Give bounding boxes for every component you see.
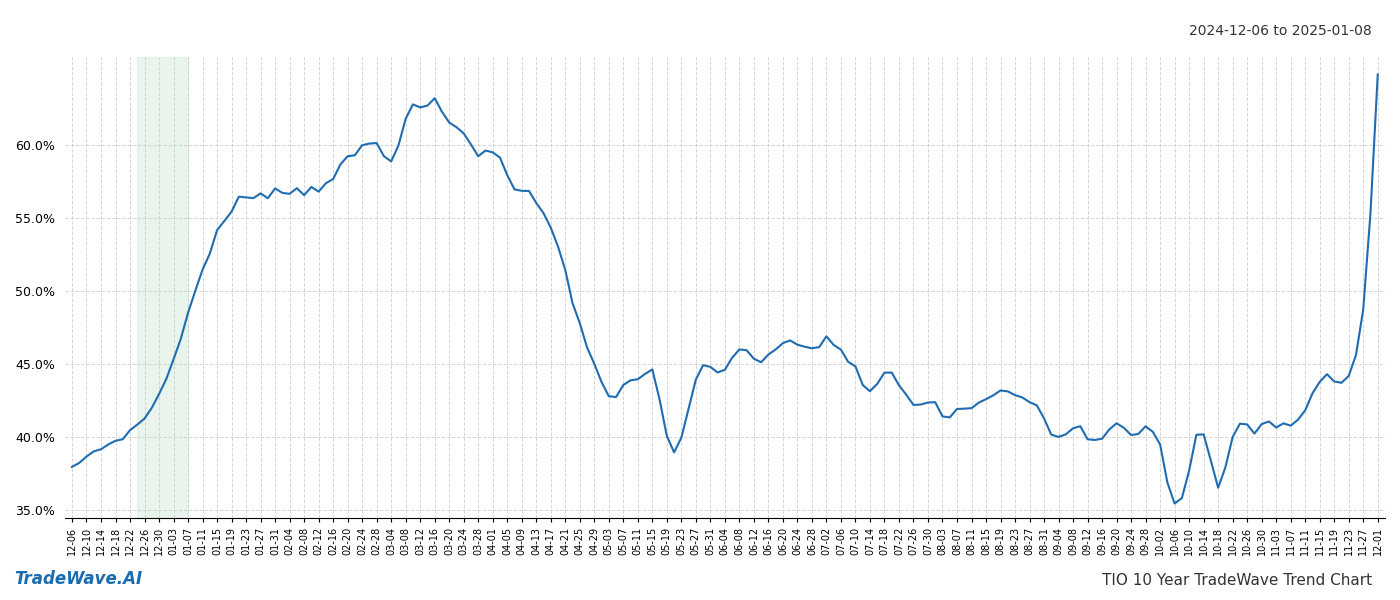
Text: TIO 10 Year TradeWave Trend Chart: TIO 10 Year TradeWave Trend Chart: [1102, 573, 1372, 588]
Text: TradeWave.AI: TradeWave.AI: [14, 570, 143, 588]
Text: 2024-12-06 to 2025-01-08: 2024-12-06 to 2025-01-08: [1189, 24, 1372, 38]
Bar: [137, 57, 188, 518]
